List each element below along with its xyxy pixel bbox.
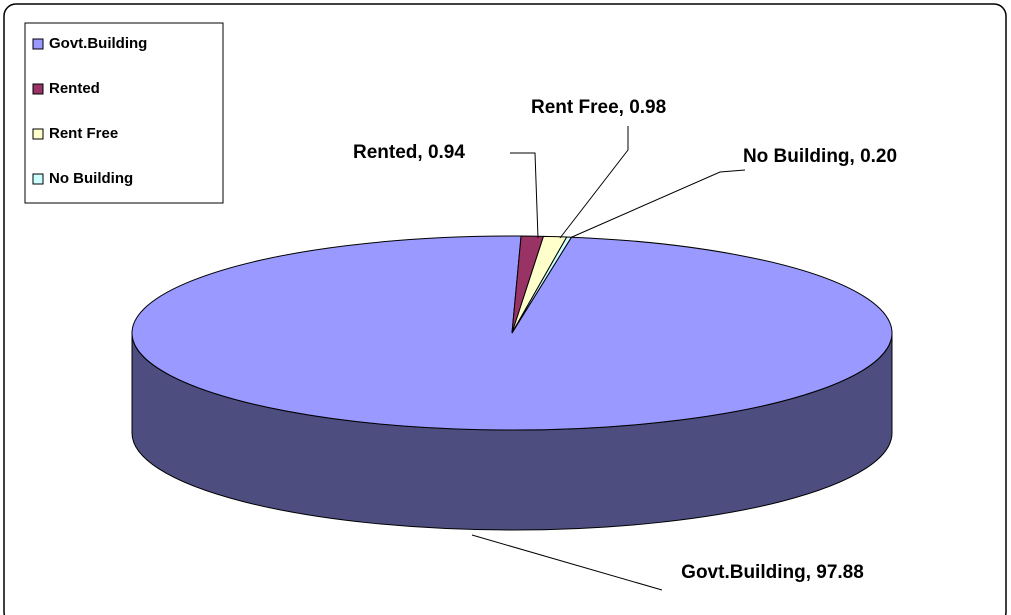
pie bbox=[131, 235, 893, 531]
legend: Govt.Building Rented Rent Free No Building bbox=[32, 35, 147, 187]
data-label: Rent Free, 0.98 bbox=[531, 97, 667, 118]
legend-box bbox=[24, 22, 224, 204]
legend-swatch bbox=[32, 83, 44, 95]
leader-line bbox=[571, 169, 746, 238]
data-label: Govt.Building, 97.88 bbox=[681, 562, 864, 583]
leader-line bbox=[559, 126, 629, 239]
legend-label: No Building bbox=[49, 170, 133, 187]
data-label: Rented, 0.94 bbox=[353, 142, 465, 163]
legend-swatch bbox=[32, 173, 44, 185]
data-label: No Building, 0.20 bbox=[742, 146, 898, 167]
legend-label: Rented bbox=[49, 80, 100, 97]
legend-label: Rent Free bbox=[49, 125, 118, 142]
legend-label: Govt.Building bbox=[49, 35, 147, 52]
leader-line bbox=[510, 152, 539, 239]
leader-line bbox=[471, 534, 663, 591]
pie-slice bbox=[511, 236, 573, 334]
legend-swatch bbox=[32, 38, 44, 50]
legend-swatch bbox=[32, 128, 44, 140]
leader-lines bbox=[471, 126, 746, 591]
